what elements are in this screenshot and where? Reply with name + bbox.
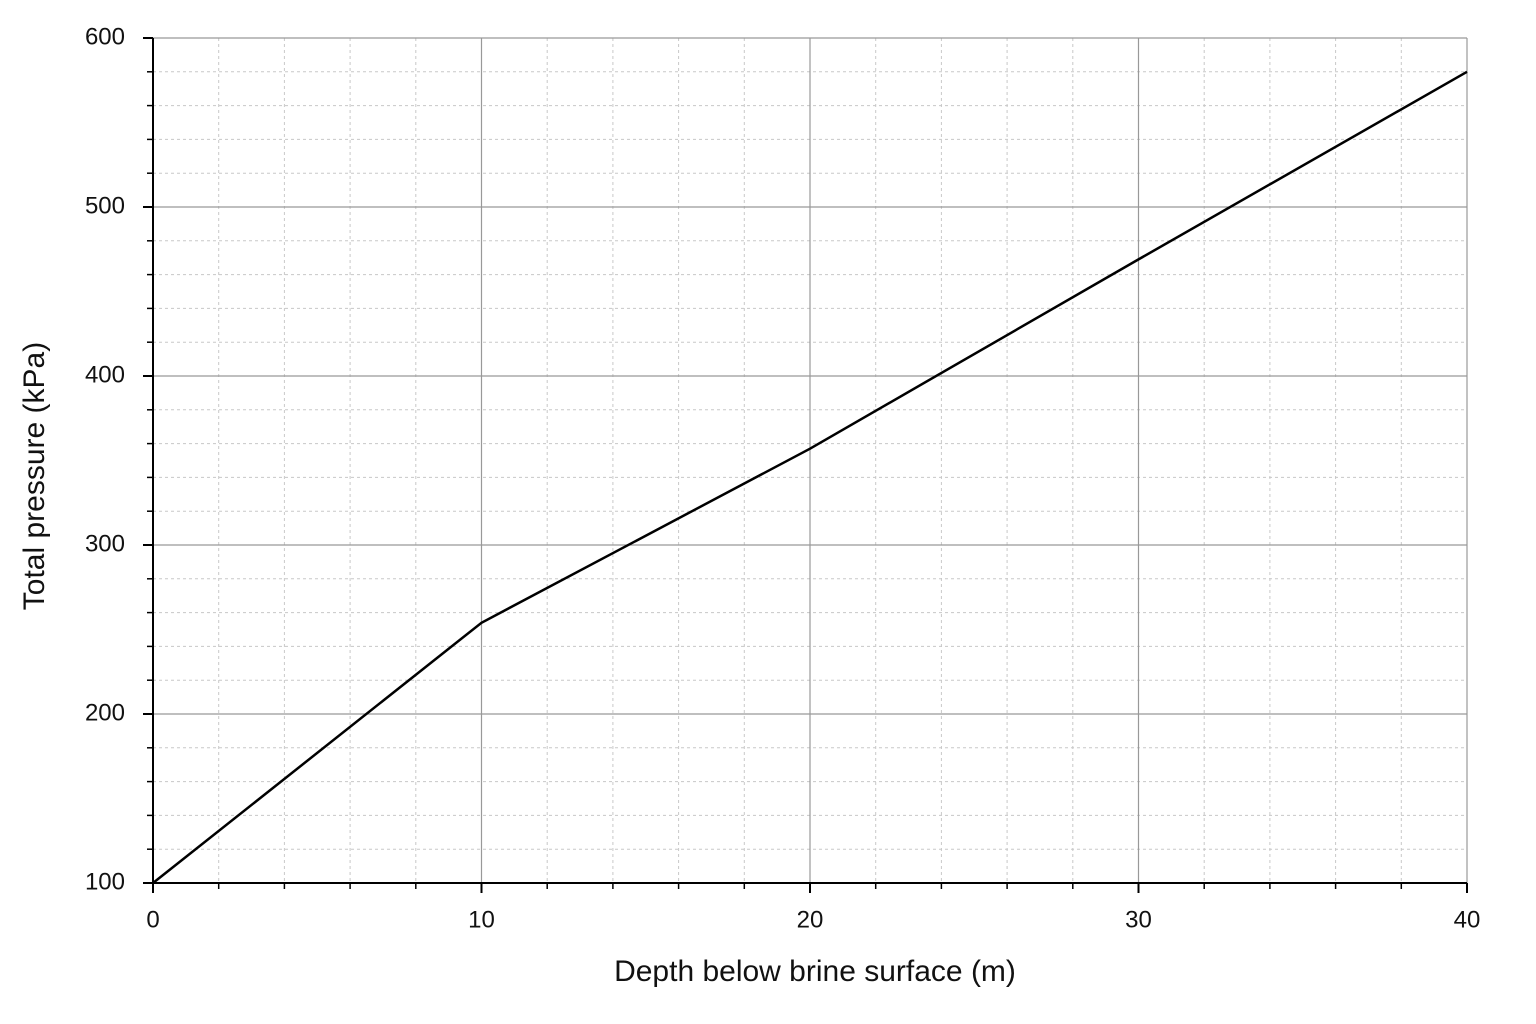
y-tick-label: 500	[85, 192, 125, 219]
x-tick-label: 20	[797, 906, 824, 933]
x-tick-label: 40	[1454, 906, 1481, 933]
x-tick-label: 30	[1125, 906, 1152, 933]
y-tick-label: 100	[85, 868, 125, 895]
x-tick-label: 0	[146, 906, 159, 933]
y-tick-label: 600	[85, 23, 125, 50]
data-line	[152, 70, 1468, 884]
x-axis-label: Depth below brine surface (m)	[614, 955, 1016, 988]
x-tick-label: 10	[468, 906, 495, 933]
y-axis-label: Total pressure (kPa)	[18, 342, 51, 610]
y-tick-label: 300	[85, 530, 125, 557]
y-tick-label: 200	[85, 699, 125, 726]
y-tick-label: 400	[85, 361, 125, 388]
